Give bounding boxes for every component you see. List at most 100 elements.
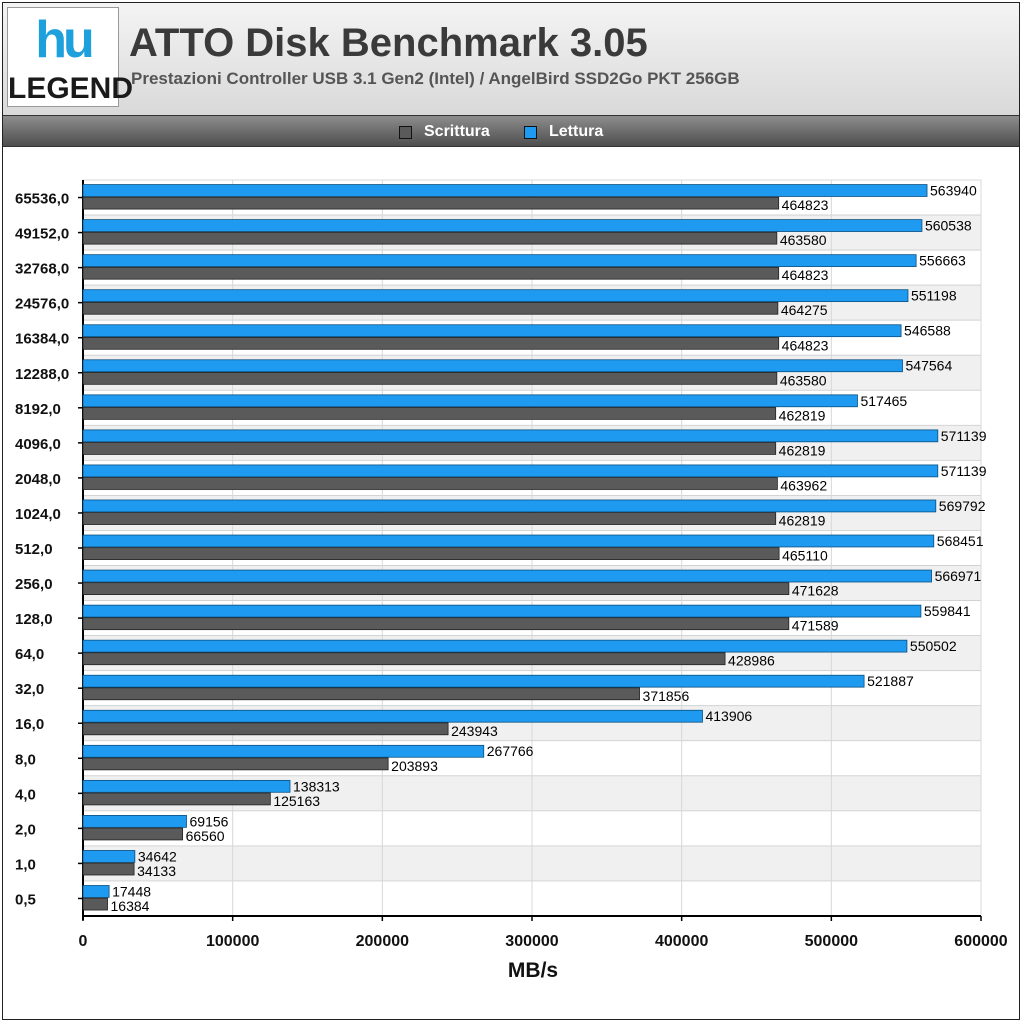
- bar-lettura: [82, 744, 485, 758]
- chart-header: hu LEGEND ATTO Disk Benchmark 3.05 Prest…: [3, 3, 1019, 115]
- bar-scrittura: [82, 196, 780, 210]
- bar-scrittura: [82, 336, 780, 350]
- x-axis-label: MB/s: [507, 959, 559, 982]
- data-label-lettura: 413906: [705, 708, 752, 724]
- bar-lettura: [82, 429, 939, 443]
- data-label-scrittura: 462819: [779, 442, 826, 458]
- x-tick-label: 0: [79, 933, 88, 950]
- x-tick-label: 400000: [655, 933, 708, 950]
- category-label: 16,0: [15, 716, 44, 733]
- hwlegend-logo: hu LEGEND: [7, 7, 134, 107]
- data-label-lettura: 559841: [924, 603, 971, 619]
- bar-scrittura: [82, 862, 135, 876]
- x-tick-label: 600000: [954, 933, 1007, 950]
- data-label-scrittura: 471589: [792, 618, 839, 634]
- data-label-scrittura: 464823: [782, 337, 829, 353]
- bar-scrittura: [82, 792, 271, 806]
- data-label-lettura: 571139: [941, 463, 987, 479]
- category-label: 4096,0: [15, 436, 61, 453]
- data-label-lettura: 568451: [937, 533, 984, 549]
- bar-scrittura: [82, 231, 778, 245]
- chart-subtitle: Prestazioni Controller USB 3.1 Gen2 (Int…: [131, 69, 740, 88]
- bar-lettura: [82, 464, 939, 478]
- data-label-lettura: 34642: [138, 848, 177, 864]
- bar-scrittura: [82, 582, 790, 596]
- bar-lettura: [82, 850, 136, 863]
- category-label: 16384,0: [15, 331, 69, 348]
- data-label-scrittura: 462819: [779, 407, 826, 423]
- data-label-lettura: 566971: [935, 568, 982, 584]
- bar-lettura: [82, 359, 903, 373]
- bar-scrittura: [82, 897, 108, 911]
- data-label-lettura: 563940: [930, 182, 977, 198]
- category-label: 65536,0: [15, 191, 69, 208]
- x-tick-label: 200000: [356, 933, 409, 950]
- bar-lettura: [82, 885, 110, 898]
- bar-lettura: [82, 604, 922, 618]
- x-tick-label: 100000: [206, 933, 259, 950]
- bar-scrittura: [82, 652, 726, 666]
- bar-lettura: [82, 709, 703, 723]
- bar-scrittura: [82, 827, 184, 841]
- data-label-scrittura: 125163: [273, 793, 320, 809]
- data-label-scrittura: 243943: [451, 723, 498, 739]
- bar-lettura: [82, 815, 187, 828]
- legend-swatch-lettura: [524, 125, 537, 139]
- bar-lettura: [82, 219, 923, 232]
- data-label-scrittura: 463580: [780, 372, 827, 388]
- bar-scrittura: [82, 442, 777, 455]
- data-label-scrittura: 464823: [782, 197, 829, 213]
- bar-scrittura: [82, 372, 778, 385]
- bar-lettura: [82, 254, 917, 267]
- category-label: 0,5: [15, 891, 36, 908]
- x-tick-label: 500000: [805, 933, 858, 950]
- logo-wordmark: LEGEND: [8, 72, 134, 105]
- data-label-scrittura: 203893: [391, 758, 438, 774]
- bar-chart-plot: 0 100000 200000 300000 400000 500000 600000 655…: [15, 179, 1008, 950]
- bar-lettura: [82, 639, 908, 653]
- bar-scrittura: [82, 301, 779, 315]
- data-label-lettura: 17448: [112, 883, 151, 899]
- category-label: 4,0: [15, 786, 36, 803]
- data-label-lettura: 521887: [867, 673, 914, 689]
- bar-lettura: [82, 289, 909, 303]
- category-label: 128,0: [15, 611, 53, 628]
- bar-scrittura: [82, 687, 640, 701]
- bar-scrittura: [82, 757, 389, 771]
- legend-item-scrittura: Scrittura: [399, 123, 490, 141]
- data-label-lettura: 138313: [293, 778, 340, 794]
- bar-lettura: [82, 569, 932, 583]
- data-label-scrittura: 371856: [643, 688, 690, 704]
- legend-item-lettura: Lettura: [524, 123, 603, 141]
- bar-lettura: [82, 779, 291, 793]
- bar-scrittura: [82, 512, 777, 525]
- data-label-scrittura: 66560: [186, 828, 225, 844]
- bar-scrittura: [82, 477, 778, 490]
- data-label-lettura: 569792: [939, 498, 986, 514]
- data-label-lettura: 267766: [487, 743, 534, 759]
- bar-scrittura: [82, 266, 780, 280]
- data-label-lettura: 556663: [919, 253, 966, 269]
- data-label-scrittura: 16384: [111, 898, 150, 914]
- category-label: 64,0: [15, 646, 44, 663]
- category-label: 1,0: [15, 856, 36, 873]
- category-label: 8192,0: [15, 401, 61, 418]
- bar-scrittura: [82, 547, 780, 560]
- data-label-scrittura: 471628: [792, 583, 839, 599]
- logo-mark: hu: [35, 11, 95, 69]
- bar-lettura: [82, 324, 902, 338]
- category-label: 512,0: [15, 541, 53, 558]
- bar-lettura: [82, 394, 858, 408]
- category-label: 2,0: [15, 821, 36, 838]
- data-label-scrittura: 34133: [137, 863, 176, 879]
- category-label: 2048,0: [15, 471, 61, 488]
- bar-scrittura: [82, 722, 449, 736]
- data-label-lettura: 547564: [906, 358, 953, 374]
- legend-bar: Scrittura Lettura: [3, 115, 1019, 147]
- data-label-scrittura: 464275: [781, 302, 828, 318]
- data-label-lettura: 517465: [860, 393, 907, 409]
- bar-lettura: [82, 674, 865, 688]
- bar-scrittura: [82, 617, 790, 631]
- data-label-scrittura: 463580: [780, 232, 827, 248]
